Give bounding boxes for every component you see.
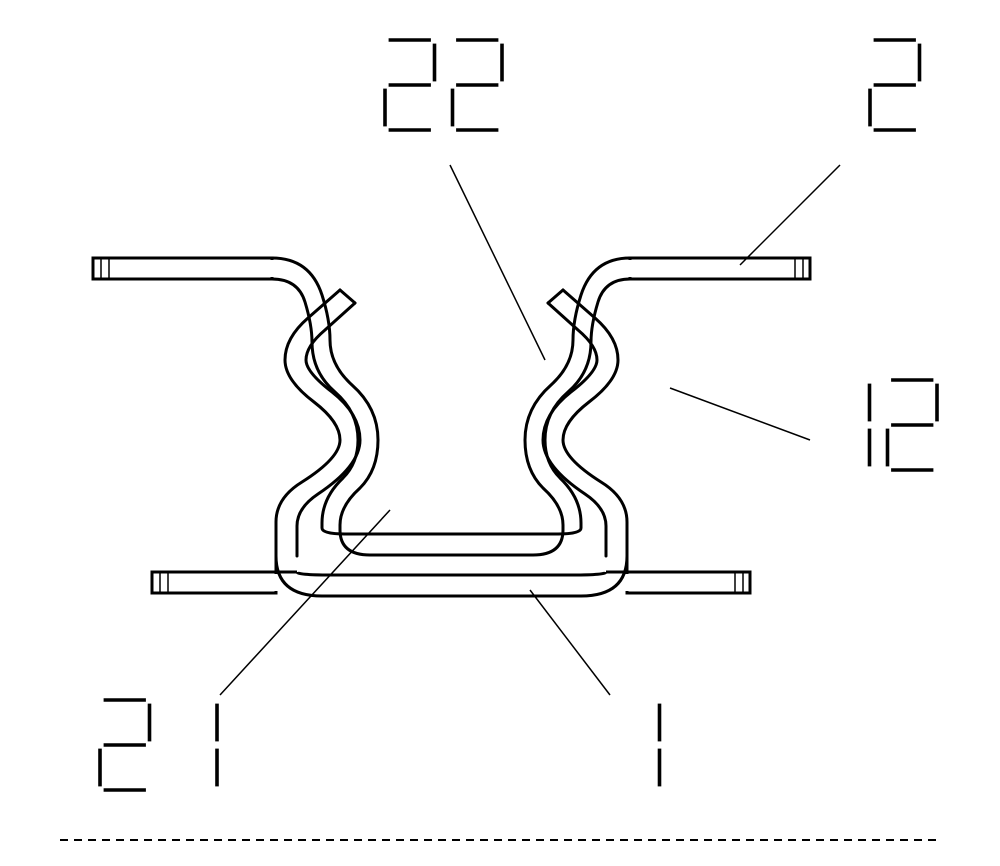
technical-diagram <box>0 0 1000 866</box>
leader-lines <box>220 165 840 695</box>
end-marks <box>101 258 803 593</box>
label-12 <box>870 380 938 470</box>
label-2 <box>870 40 920 130</box>
inner-clip-part-2 <box>93 258 810 555</box>
outer-clip-part-1 <box>152 290 750 596</box>
label-22 <box>385 40 502 130</box>
label-21 <box>100 700 217 790</box>
labels-svg <box>100 40 937 790</box>
